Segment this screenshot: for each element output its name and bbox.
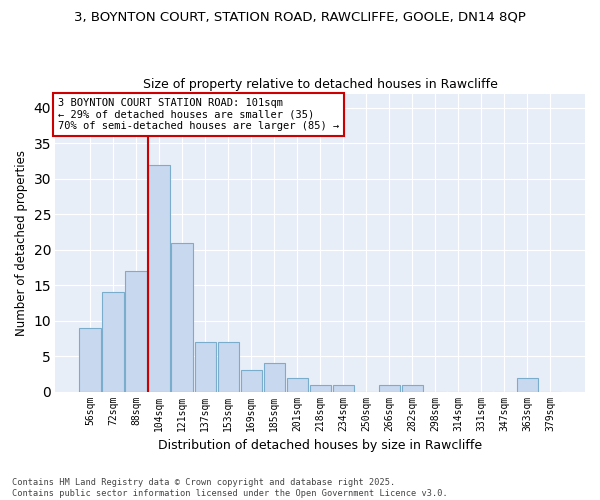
Bar (287, 378, 308, 392)
X-axis label: Distribution of detached houses by size in Rawcliffe: Distribution of detached houses by size … (158, 440, 482, 452)
Bar (379, 384, 400, 392)
Bar (263, 364, 285, 392)
Bar (172, 242, 193, 392)
Bar (103, 292, 124, 392)
Text: 3 BOYNTON COURT STATION ROAD: 101sqm
← 29% of detached houses are smaller (35)
7: 3 BOYNTON COURT STATION ROAD: 101sqm ← 2… (58, 98, 339, 131)
Text: 3, BOYNTON COURT, STATION ROAD, RAWCLIFFE, GOOLE, DN14 8QP: 3, BOYNTON COURT, STATION ROAD, RAWCLIFF… (74, 10, 526, 23)
Bar (79, 328, 101, 392)
Bar (148, 164, 170, 392)
Bar (401, 384, 423, 392)
Bar (310, 384, 331, 392)
Bar (125, 271, 146, 392)
Y-axis label: Number of detached properties: Number of detached properties (15, 150, 28, 336)
Bar (517, 378, 538, 392)
Bar (218, 342, 239, 392)
Text: Contains HM Land Registry data © Crown copyright and database right 2025.
Contai: Contains HM Land Registry data © Crown c… (12, 478, 448, 498)
Bar (194, 342, 215, 392)
Title: Size of property relative to detached houses in Rawcliffe: Size of property relative to detached ho… (143, 78, 497, 91)
Bar (332, 384, 354, 392)
Bar (241, 370, 262, 392)
